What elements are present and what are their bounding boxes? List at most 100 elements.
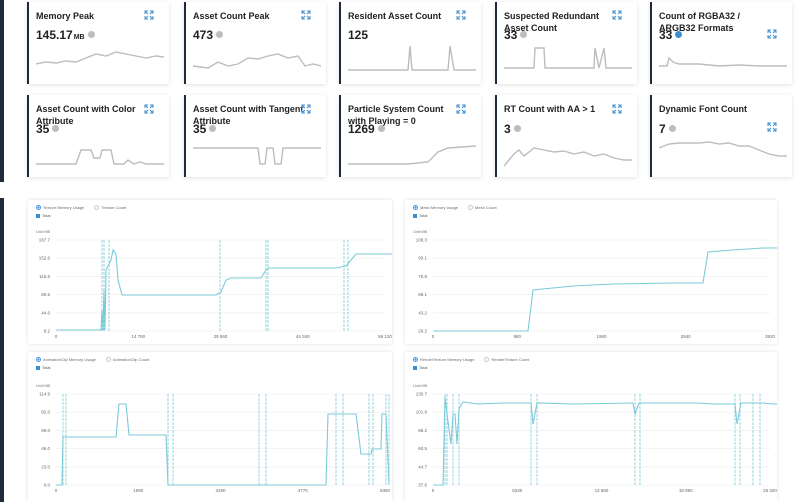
info-icon[interactable] [52,125,60,132]
chart-legend: AnimationClip Memory Usage AnimationClip … [36,357,149,362]
x-tick-label: 0 [55,334,58,339]
x-tick-label: 0 [432,334,435,339]
expand-icon[interactable] [612,10,622,20]
metric-unit: MB [73,34,85,41]
y-tick-label: 43.2 [418,310,427,315]
series-legend-total[interactable]: Total [36,365,50,370]
y-tick-label: 92.0 [41,410,50,415]
info-icon[interactable] [216,31,224,38]
info-icon[interactable] [668,125,676,132]
x-tick-label: 980 [513,334,521,339]
y-tick-label: 44.6 [41,310,50,315]
series-swatch-icon [413,213,417,218]
info-icon[interactable] [513,125,521,132]
info-icon[interactable] [377,125,385,132]
series-legend-total[interactable]: Total [413,213,427,218]
metric-radio[interactable]: AnimationClip Count [105,357,149,362]
metric-card: Resident Asset Count 125 [339,2,481,84]
expand-icon[interactable] [456,104,466,114]
info-icon[interactable] [675,31,683,38]
chart-panel: AnimationClip Memory Usage AnimationClip … [28,352,392,502]
y-axis-unit: Unit:MB [413,383,428,388]
radio-icon[interactable] [413,357,418,362]
sparkline [504,147,632,167]
expand-icon[interactable] [456,10,466,20]
sparkline [193,53,321,69]
metric-title: Dynamic Font Count [659,104,747,114]
metric-value: 35 [193,122,217,136]
y-axis-unit: Unit:MB [36,229,51,234]
expand-icon[interactable] [301,104,311,114]
sparkline [36,149,164,165]
y-tick-label: 75.8 [418,274,427,279]
x-tick-label: 6360 [380,488,391,493]
x-tick-label: 44 340 [296,334,310,339]
metric-radio-selected[interactable]: Texture Memory Usage [36,205,84,210]
x-tick-label: 18 990 [679,488,693,493]
series-legend-total[interactable]: Total [413,365,427,370]
y-tick-label: 187.7 [39,238,51,243]
x-tick-label: 2940 [681,334,692,339]
metric-card: Particle System Count with Playing = 0 12… [339,95,481,177]
radio-icon[interactable] [413,205,418,210]
y-tick-label: 116.5 [39,274,50,279]
info-icon[interactable] [520,31,528,38]
y-tick-label: 44.7 [418,464,427,469]
y-tick-label: 152.6 [39,256,51,261]
expand-icon[interactable] [301,10,311,20]
metric-radio-selected[interactable]: Mesh Memory Usage [413,205,458,210]
metric-title: Asset Count Peak [193,11,270,21]
metric-card: Suspected Redundant Asset Count 33 [495,2,637,84]
sparkline [36,51,164,65]
y-tick-label: 23.0 [41,464,50,469]
y-tick-label: 59.1 [418,292,427,297]
metric-radio[interactable]: RenderTexture Count [484,357,530,362]
metric-value: 7 [659,122,676,136]
expand-icon[interactable] [144,104,154,114]
y-tick-label: 80.6 [41,292,50,297]
x-tick-label: 6330 [512,488,523,493]
metric-value: 33 [504,28,528,42]
line-chart: 108.3 90.1 75.8 59.1 43.2 26.2 0 980 1960 2940 392… [416,238,777,339]
line-chart: 114.9 92.0 69.0 46.0 23.0 0.0 0 1590 3180 4770 636… [39,392,391,494]
y-tick-label: 114.9 [39,392,50,397]
x-tick-label: 3920 [765,334,776,339]
metric-card: Count of RGBA32 / ARGB32 Formats 33 [650,2,792,84]
radio-icon[interactable] [36,357,41,362]
radio-icon[interactable] [468,205,474,210]
expand-icon[interactable] [767,29,777,39]
metric-radio-selected[interactable]: RenderTexture Memory Usage [413,357,474,362]
sparkline [348,45,476,71]
metric-value: 3 [504,122,521,136]
metric-radio[interactable]: Mesh Count [468,205,497,210]
radio-icon[interactable] [105,357,111,362]
expand-icon[interactable] [767,122,777,132]
radio-icon[interactable] [94,205,100,210]
info-icon[interactable] [209,125,217,132]
x-tick-label: 12 660 [595,488,609,493]
metric-title: Resident Asset Count [348,11,442,21]
metric-title: RT Count with AA > 1 [504,104,596,114]
radio-icon[interactable] [484,357,490,362]
x-tick-label: 1590 [133,488,144,493]
metric-radio[interactable]: Texture Count [94,205,126,210]
metric-radio-selected[interactable]: AnimationClip Memory Usage [36,357,96,362]
radio-icon[interactable] [36,205,41,210]
series-line-total [56,403,390,486]
y-tick-label: 46.0 [41,446,50,451]
expand-icon[interactable] [144,10,154,20]
metric-card: Memory Peak 145.17 MB [27,2,169,84]
y-tick-label: 60.5 [418,446,427,451]
expand-icon[interactable] [612,104,622,114]
metric-card: RT Count with AA > 1 3 [495,95,637,177]
series-line-total [433,396,777,486]
metric-value: 1269 [348,122,385,136]
chart-panel: RenderTexture Memory Usage RenderTexture … [405,352,777,502]
line-chart: 187.7 152.6 116.5 80.6 44.6 8.2 0 14 780 29 560 4… [39,238,392,339]
y-axis-unit: Unit:MB [413,229,428,234]
series-swatch-icon [36,213,40,218]
info-icon[interactable] [87,31,95,38]
sparkline [659,141,787,157]
series-legend-total[interactable]: Total [36,213,50,218]
x-tick-label: 0 [432,488,435,493]
